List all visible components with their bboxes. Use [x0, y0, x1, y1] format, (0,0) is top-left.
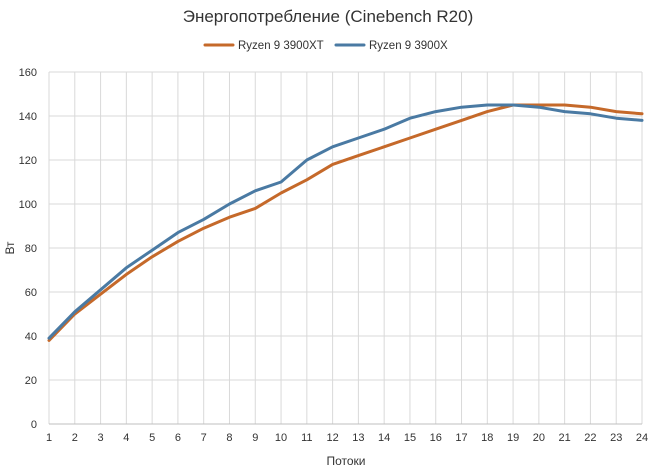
x-tick-label: 15 — [404, 432, 416, 444]
x-tick-label: 12 — [326, 432, 338, 444]
x-tick-label: 6 — [175, 432, 181, 444]
x-tick-label: 3 — [98, 432, 104, 444]
y-tick-label: 0 — [31, 419, 37, 431]
y-tick-label: 20 — [25, 375, 37, 387]
y-axis-title: Вт — [3, 241, 17, 255]
y-tick-label: 160 — [19, 67, 37, 79]
x-tick-label: 14 — [378, 432, 390, 444]
series-layer — [47, 103, 644, 342]
x-tick-label: 7 — [201, 432, 207, 444]
x-tick-label: 23 — [610, 432, 622, 444]
x-axis: 1 2 3 4 5 6 7 8 9 10 11 12 13 14 15 16 17 18 19 20 21 22 23 24 — [46, 432, 648, 444]
legend: Ryzen 9 3900XT Ryzen 9 3900X — [203, 40, 448, 52]
legend-label: Ryzen 9 3900XT — [238, 40, 324, 52]
x-tick-label: 5 — [149, 432, 155, 444]
x-tick-label: 18 — [481, 432, 493, 444]
y-tick-label: 120 — [19, 155, 37, 167]
y-tick-label: 40 — [25, 331, 37, 343]
x-tick-label: 16 — [430, 432, 442, 444]
x-tick-label: 9 — [252, 432, 258, 444]
series-line-1 — [47, 103, 644, 340]
x-tick-label: 20 — [533, 432, 545, 444]
x-tick-label: 19 — [507, 432, 519, 444]
series-line-0 — [47, 103, 644, 342]
x-tick-label: 10 — [275, 432, 287, 444]
y-tick-label: 60 — [25, 287, 37, 299]
x-tick-label: 2 — [72, 432, 78, 444]
x-tick-label: 21 — [559, 432, 571, 444]
legend-label: Ryzen 9 3900X — [369, 40, 448, 52]
chart-title: Энергопотребление (Cinebench R20) — [183, 7, 474, 26]
x-tick-label: 17 — [455, 432, 467, 444]
x-tick-label: 22 — [584, 432, 596, 444]
x-tick-label: 8 — [226, 432, 232, 444]
x-tick-label: 11 — [301, 432, 312, 444]
y-tick-label: 100 — [19, 199, 37, 211]
y-tick-label: 140 — [19, 111, 37, 123]
y-axis: 0 20 40 60 80 100 120 140 160 — [19, 67, 37, 431]
x-axis-title: Потоки — [326, 454, 365, 468]
y-tick-label: 80 — [25, 243, 37, 255]
grid — [48, 71, 643, 425]
x-tick-label: 1 — [46, 432, 52, 444]
x-tick-label: 4 — [123, 432, 129, 444]
x-tick-label: 13 — [352, 432, 364, 444]
x-tick-label: 24 — [636, 432, 648, 444]
